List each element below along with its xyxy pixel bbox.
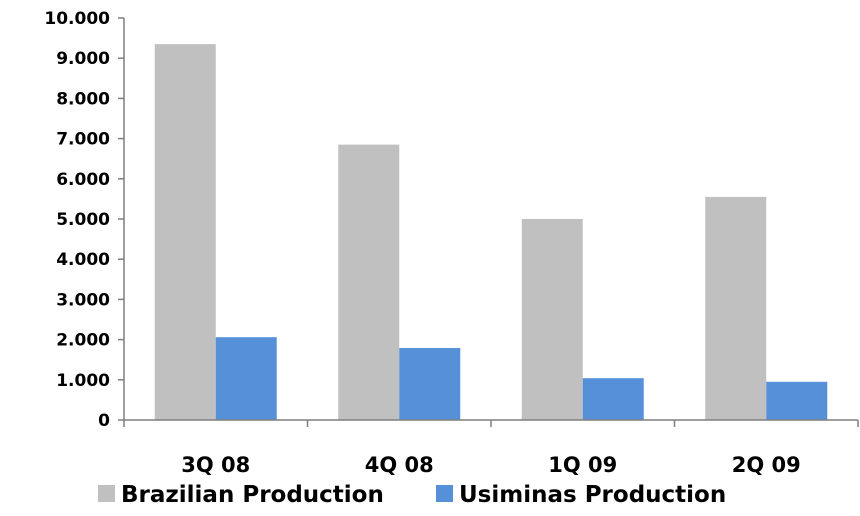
y-tick-label: 3.000: [56, 290, 110, 310]
x-category-label: 1Q 09: [548, 453, 617, 477]
y-tick-label: 9.000: [56, 49, 110, 69]
bar-usiminas-1: [399, 348, 461, 420]
bar-usiminas-0: [215, 337, 277, 420]
y-tick-label: 6.000: [56, 170, 110, 190]
bar-usiminas-2: [582, 378, 644, 420]
x-category-label: 4Q 08: [365, 453, 434, 477]
legend-label: Usiminas Production: [459, 482, 726, 508]
y-axis: 0 1.000 2.000 3.000 4.000 5.000 6.000 7.000 8.00…: [44, 9, 125, 431]
legend-label: Brazilian Production: [121, 482, 384, 508]
bar-brazilian-0: [154, 44, 216, 420]
y-tick-label: 5.000: [56, 210, 110, 230]
x-axis: 3Q 08 4Q 08 1Q 09 2Q 09: [123, 419, 859, 477]
y-tick-label: 1.000: [56, 371, 110, 391]
legend-swatch: [98, 485, 115, 502]
x-category-label: 2Q 09: [732, 453, 801, 477]
bars: [154, 44, 828, 420]
y-tick-label: 10.000: [44, 9, 110, 29]
x-category-label: 3Q 08: [181, 453, 250, 477]
bar-usiminas-3: [766, 381, 828, 420]
bar-brazilian-2: [521, 219, 583, 420]
bar-brazilian-3: [705, 196, 767, 420]
legend-swatch: [436, 485, 453, 502]
legend: Brazilian Production Usiminas Production: [98, 482, 726, 508]
y-tick-label: 4.000: [56, 250, 110, 270]
y-tick-label: 2.000: [56, 331, 110, 351]
y-tick-label: 0: [98, 411, 110, 431]
y-tick-label: 7.000: [56, 130, 110, 150]
bar-brazilian-1: [338, 144, 400, 420]
y-tick-label: 8.000: [56, 89, 110, 109]
